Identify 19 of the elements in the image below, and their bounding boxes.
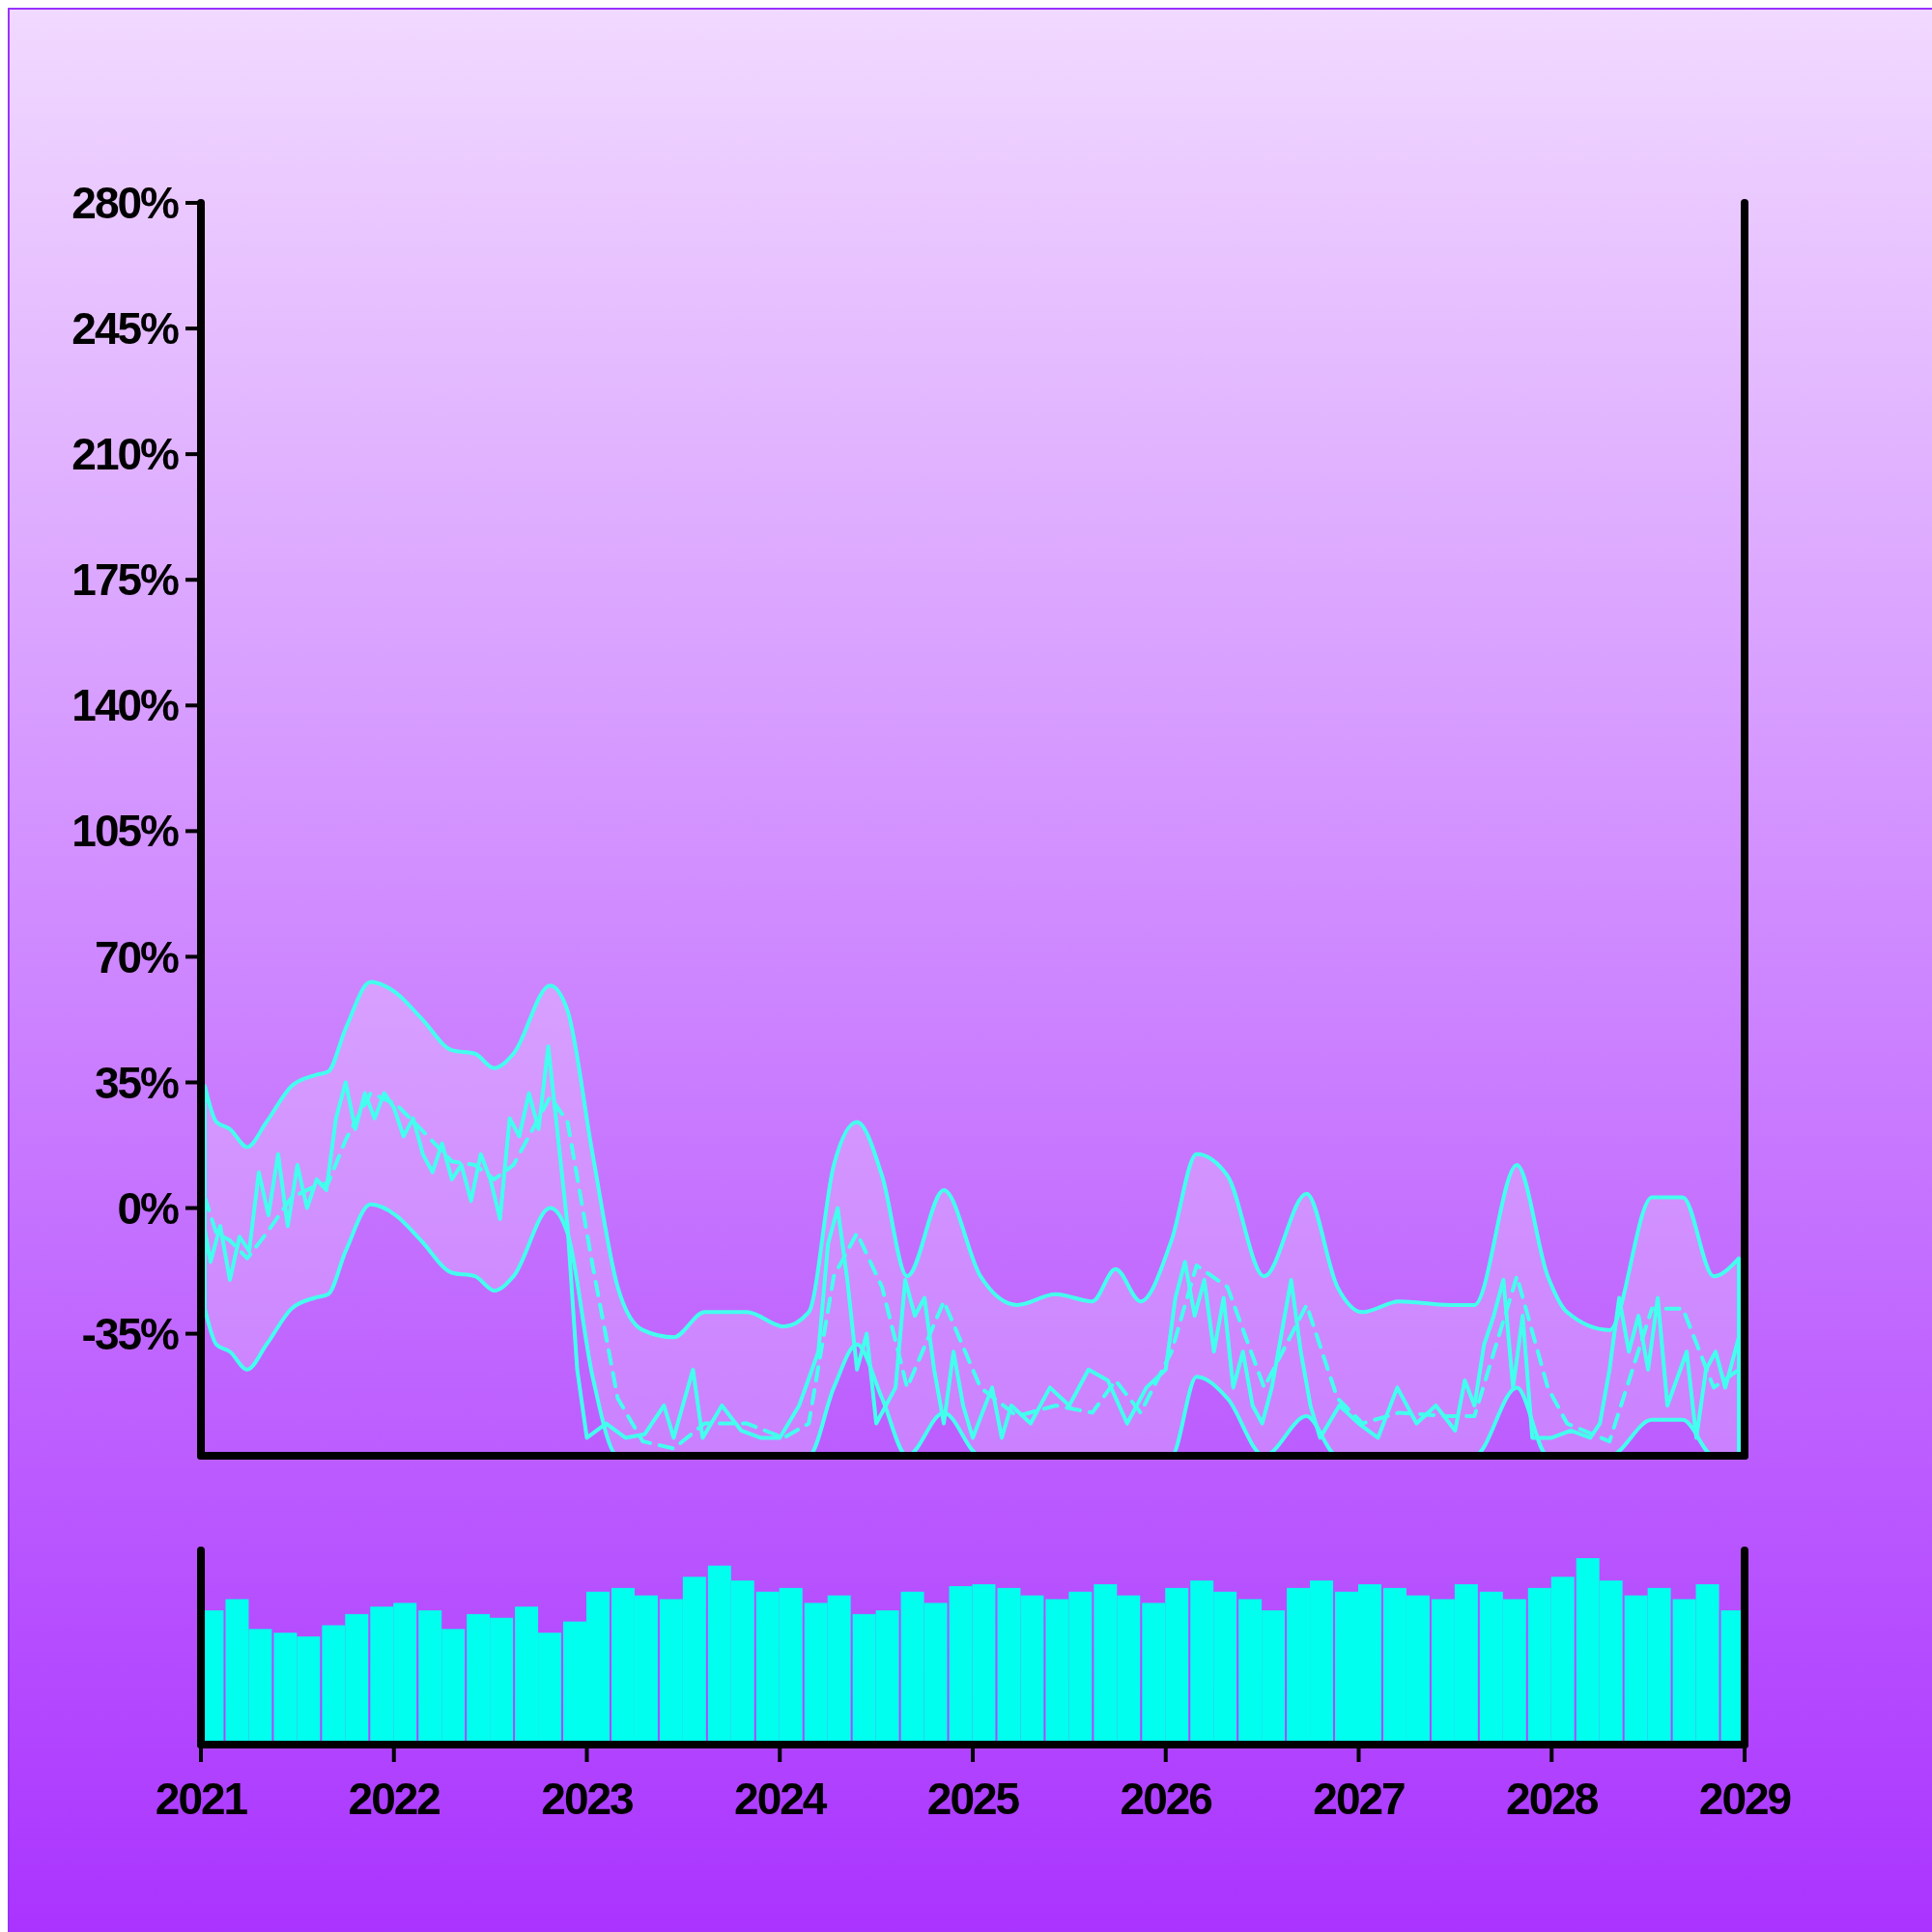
y-tick-label: 70% — [94, 931, 180, 982]
x-tick-label: 2024 — [734, 1774, 828, 1824]
y-tick-label: 280% — [71, 178, 180, 229]
x-tick-label: 2023 — [541, 1774, 634, 1824]
y-tick-label: -35% — [81, 1308, 180, 1359]
y-tick-label: 105% — [71, 806, 180, 857]
x-tick-label: 2022 — [348, 1774, 440, 1824]
x-tick-label: 2026 — [1120, 1774, 1212, 1824]
x-tick-label: 2027 — [1313, 1774, 1406, 1824]
y-tick-label: 175% — [71, 554, 180, 606]
y-tick-label: 140% — [71, 680, 180, 731]
x-tick-label: 2021 — [155, 1774, 248, 1824]
y-tick-label: 0% — [117, 1182, 180, 1234]
x-tick-label: 2029 — [1698, 1774, 1791, 1824]
y-tick-label: 245% — [71, 303, 180, 355]
y-tick-label: 210% — [71, 429, 180, 480]
y-tick-label: 35% — [94, 1057, 180, 1108]
x-tick-label: 2025 — [926, 1774, 1020, 1824]
x-tick-label: 2028 — [1506, 1774, 1599, 1824]
